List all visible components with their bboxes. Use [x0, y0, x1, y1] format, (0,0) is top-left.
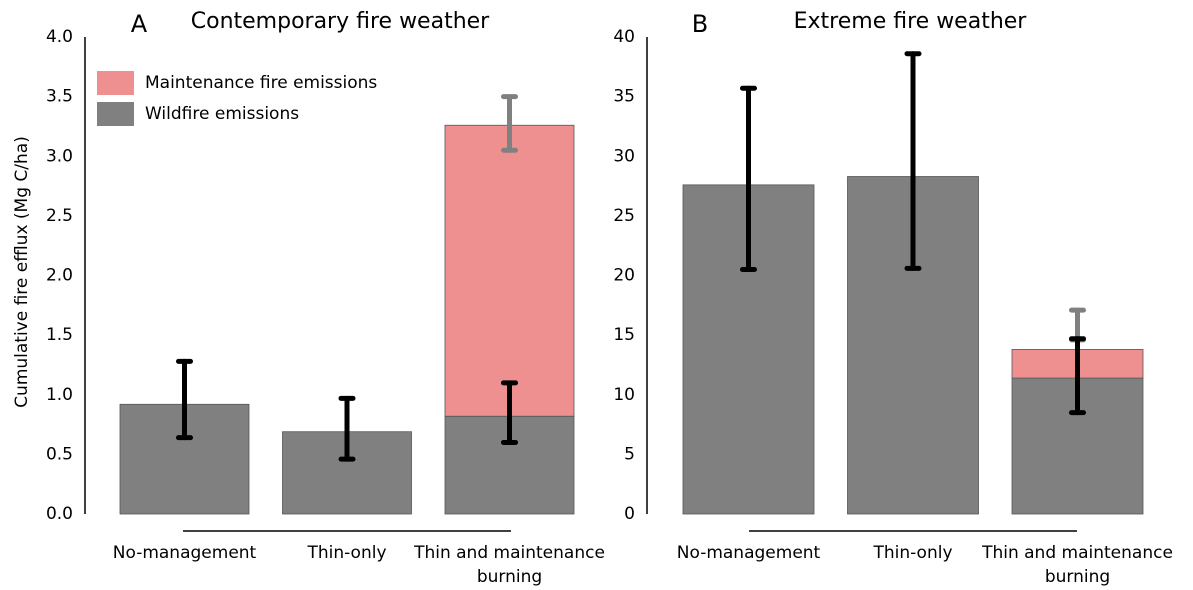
- y-tick-label: 0.5: [46, 444, 73, 464]
- y-tick-label: 20: [613, 266, 635, 286]
- legend-swatch: [97, 71, 134, 95]
- y-tick-label: 30: [613, 146, 635, 166]
- category-slot: No-management: [676, 543, 821, 563]
- chart-title: Extreme fire weather: [794, 9, 1028, 34]
- x-tick-label: No-management: [112, 543, 257, 563]
- y-axis-label: Cumulative fire efflux (Mg C/ha): [12, 136, 32, 408]
- panel-label: A: [131, 10, 148, 38]
- y-tick-label: 25: [613, 206, 635, 226]
- y-tick-label: 40: [613, 27, 635, 47]
- category-slot: Thin and maintenance burning: [982, 543, 1173, 587]
- legend-label: Wildfire emissions: [145, 104, 299, 124]
- bar-segment: [444, 124, 575, 417]
- y-tick-label: 2.5: [46, 206, 73, 226]
- x-tick-label: No-management: [676, 543, 821, 563]
- y-tick-label: 1.5: [46, 325, 73, 345]
- error-bar: [740, 85, 757, 273]
- y-tick-label: 5: [624, 444, 635, 464]
- x-tick-label: Thin and maintenance burning: [982, 543, 1173, 587]
- legend-swatch: [97, 102, 134, 126]
- category-slot: Thin-only: [307, 543, 387, 563]
- error-bar: [501, 94, 518, 153]
- error-bar: [1069, 307, 1086, 343]
- y-tick-label: 4.0: [46, 27, 73, 47]
- error-bar: [338, 395, 356, 462]
- x-tick-label: Thin and maintenance burning: [414, 543, 605, 587]
- x-tick-label: Thin-only: [873, 543, 953, 563]
- legend-label: Maintenance fire emissions: [145, 73, 377, 93]
- error-bar: [1069, 336, 1086, 416]
- y-tick-label: 10: [613, 385, 635, 405]
- y-tick-label: 0.0: [46, 504, 73, 524]
- bar-segment: [444, 415, 575, 515]
- y-tick-label: 2.0: [46, 266, 73, 286]
- error-bar: [501, 380, 518, 445]
- y-tick-label: 3.0: [46, 146, 73, 166]
- category-slot: Thin and maintenance burning: [414, 543, 605, 587]
- error-bar: [176, 358, 193, 441]
- chart-title: Contemporary fire weather: [191, 9, 490, 34]
- y-tick-label: 3.5: [46, 87, 73, 107]
- panel-label: B: [692, 10, 708, 38]
- y-tick-label: 15: [613, 325, 635, 345]
- category-slot: Thin-only: [873, 543, 953, 563]
- category-slot: No-management: [112, 543, 257, 563]
- y-tick-label: 0: [624, 504, 635, 524]
- y-tick-label: 35: [613, 87, 635, 107]
- x-tick-label: Thin-only: [307, 543, 387, 563]
- error-bar: [904, 51, 922, 271]
- y-tick-label: 1.0: [46, 385, 73, 405]
